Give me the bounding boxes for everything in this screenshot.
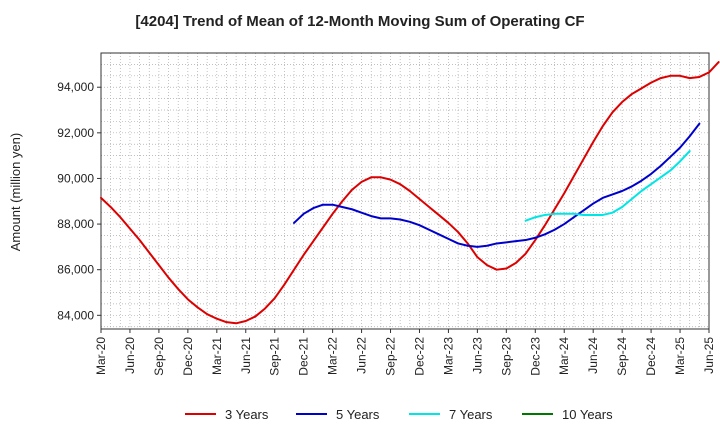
legend-item: 7 Years bbox=[409, 407, 493, 422]
x-tick-label: Dec-23 bbox=[528, 337, 542, 376]
x-tick-label: Sep-21 bbox=[268, 337, 282, 376]
x-tick-label: Sep-24 bbox=[615, 337, 629, 376]
x-tick-label: Sep-23 bbox=[499, 337, 513, 376]
x-tick-label: Mar-21 bbox=[210, 337, 224, 375]
x-tick-label: Jun-25 bbox=[702, 337, 716, 374]
x-axis-ticks: Mar-20 Jun-20 Sep-20 Dec-20 Mar-21 Jun-21 Sep-… bbox=[94, 329, 716, 376]
x-tick-label: Jun-24 bbox=[586, 337, 600, 374]
legend-item: 3 Years bbox=[185, 407, 269, 422]
legend-item: 5 Years bbox=[296, 407, 380, 422]
y-axis-ticks: 84,000 86,000 88,000 90,000 92,000 94,000 bbox=[57, 80, 101, 322]
y-tick-label: 88,000 bbox=[57, 217, 94, 231]
x-tick-label: Jun-22 bbox=[355, 337, 369, 374]
legend-label: 3 Years bbox=[225, 407, 269, 422]
x-tick-label: Dec-22 bbox=[412, 337, 426, 376]
x-tick-label: Mar-25 bbox=[673, 337, 687, 375]
x-tick-label: Sep-22 bbox=[384, 337, 398, 376]
legend: 3 Years 5 Years 7 Years 10 Years bbox=[185, 407, 613, 422]
y-tick-label: 90,000 bbox=[57, 171, 94, 185]
x-tick-label: Mar-23 bbox=[441, 337, 455, 375]
legend-label: 10 Years bbox=[562, 407, 613, 422]
x-tick-label: Mar-20 bbox=[94, 337, 108, 375]
x-tick-label: Sep-20 bbox=[152, 337, 166, 376]
plot-area bbox=[100, 52, 710, 330]
series-line-7-years bbox=[524, 150, 691, 222]
x-tick-label: Dec-24 bbox=[644, 337, 658, 376]
horizontal-gridlines bbox=[101, 64, 709, 328]
chart-title: [4204] Trend of Mean of 12-Month Moving … bbox=[135, 13, 584, 30]
series-lines bbox=[100, 61, 720, 325]
x-tick-label: Jun-20 bbox=[123, 337, 137, 374]
y-tick-label: 94,000 bbox=[57, 80, 94, 94]
legend-label: 5 Years bbox=[336, 407, 380, 422]
x-tick-label: Dec-21 bbox=[297, 337, 311, 376]
y-tick-label: 84,000 bbox=[57, 308, 94, 322]
x-tick-label: Dec-20 bbox=[181, 337, 195, 376]
y-axis-label: Amount (million yen) bbox=[8, 133, 23, 252]
y-tick-label: 86,000 bbox=[57, 263, 94, 277]
y-tick-label: 92,000 bbox=[57, 126, 94, 140]
x-tick-label: Jun-21 bbox=[239, 337, 253, 374]
x-tick-label: Jun-23 bbox=[470, 337, 484, 374]
series-line-5-years bbox=[293, 122, 701, 248]
legend-label: 7 Years bbox=[449, 407, 493, 422]
x-tick-label: Mar-24 bbox=[557, 337, 571, 375]
vertical-gridlines bbox=[110, 53, 700, 329]
legend-item: 10 Years bbox=[522, 407, 613, 422]
series-line-3-years bbox=[100, 61, 720, 325]
x-tick-label: Mar-22 bbox=[326, 337, 340, 375]
